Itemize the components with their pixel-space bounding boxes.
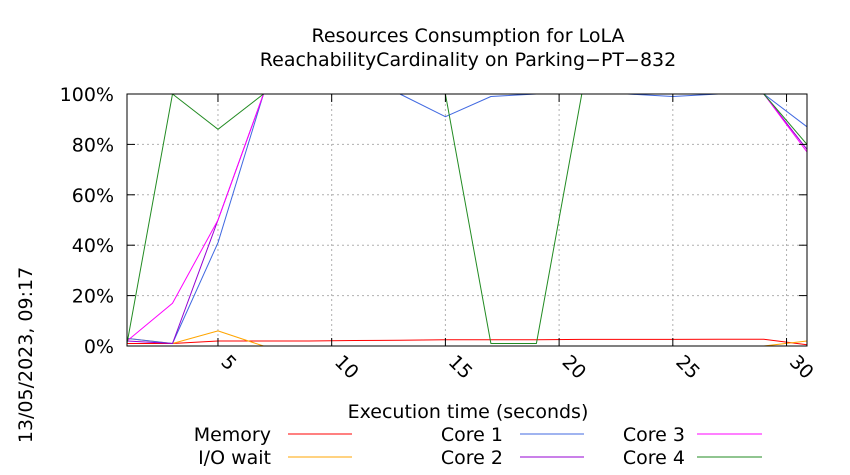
series-layer — [126, 93, 808, 347]
x-tick-label: 25 — [671, 351, 704, 384]
timestamp-label: 13/05/2023, 09:17 — [15, 267, 37, 443]
legend-label-core-3: Core 3 — [623, 424, 685, 446]
y-tick-label: 20% — [72, 286, 114, 308]
plot-frame — [126, 93, 808, 347]
x-tick-label: 5 — [216, 351, 240, 375]
x-tick-label: 10 — [330, 351, 363, 384]
legend-label-memory: Memory — [194, 424, 271, 446]
legend-label-core-4: Core 4 — [623, 447, 685, 469]
tick-marks — [127, 93, 807, 347]
x-axis-label: Execution time (seconds) — [348, 401, 589, 423]
y-tick-labels: 0% 20% 40% 60% 80% 100% — [60, 84, 114, 358]
x-tick-label: 15 — [444, 351, 477, 384]
y-tick-label: 60% — [72, 185, 114, 207]
legend-label-core-2: Core 2 — [441, 447, 503, 469]
y-tick-label: 80% — [72, 134, 114, 156]
grid-lines — [127, 93, 807, 347]
series-line-i-o-wait — [126, 330, 808, 347]
series-line-core-2 — [126, 93, 808, 344]
y-tick-label: 0% — [84, 336, 114, 358]
x-tick-label: 30 — [785, 351, 818, 384]
x-tick-label: 20 — [558, 351, 591, 384]
series-line-memory — [127, 338, 808, 346]
chart-subtitle: ReachabilityCardinality on Parking−PT−83… — [260, 49, 676, 71]
legend-label-core-1: Core 1 — [441, 424, 503, 446]
chart-title: Resources Consumption for LoLA — [311, 25, 624, 47]
x-tick-labels: 5 10 15 20 25 30 — [216, 351, 817, 384]
legend-label-i-o-wait: I/O wait — [198, 447, 271, 469]
y-tick-label: 40% — [72, 235, 114, 257]
series-line-core-3 — [126, 93, 808, 342]
y-tick-label: 100% — [60, 84, 114, 106]
series-line-core-4 — [126, 93, 808, 344]
series-line-core-1 — [126, 93, 808, 344]
